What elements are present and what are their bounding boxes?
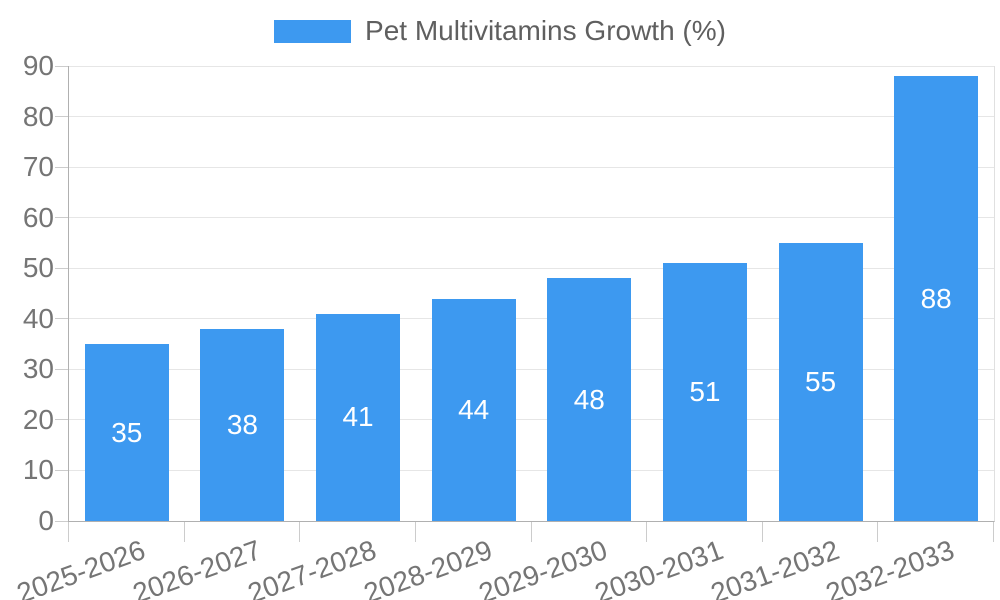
legend-label: Pet Multivitamins Growth (%): [365, 15, 726, 46]
x-axis-label-2031-2032: 2031-2032: [706, 534, 843, 600]
gridline-40: [69, 318, 994, 320]
y-axis-tick: [55, 469, 68, 471]
y-axis-label-60: 60: [22, 201, 54, 233]
y-axis-tick: [55, 65, 68, 67]
x-axis-label-2027-2028: 2027-2028: [243, 534, 381, 600]
y-axis-tick: [55, 267, 68, 269]
bar-2029-2030[interactable]: 48: [547, 278, 632, 521]
gridline-20: [69, 419, 994, 421]
gridline-80: [69, 116, 994, 118]
x-axis-tick: [414, 522, 416, 542]
bar-value-label: 44: [458, 393, 490, 425]
x-axis-label-2030-2031: 2030-2031: [590, 534, 728, 600]
gridline-50: [69, 267, 994, 269]
y-axis-tick: [55, 368, 68, 370]
x-axis-tick: [646, 522, 648, 542]
bar-2027-2028[interactable]: 41: [316, 313, 401, 521]
bar-value-label: 48: [573, 383, 605, 415]
x-axis-label-2028-2029: 2028-2029: [359, 534, 496, 600]
bar-2026-2027[interactable]: 38: [200, 328, 285, 521]
bar-2028-2029[interactable]: 44: [431, 298, 516, 521]
y-axis-tick: [55, 217, 68, 219]
y-axis-tick: [55, 166, 68, 168]
legend[interactable]: Pet Multivitamins Growth (%): [0, 16, 1000, 46]
y-axis-label-50: 50: [22, 252, 54, 284]
x-axis-tick: [183, 522, 185, 542]
gridline-70: [69, 166, 994, 168]
y-axis-label-40: 40: [22, 302, 54, 334]
y-axis-tick: [55, 520, 68, 522]
x-axis-tick: [993, 522, 994, 542]
x-axis-tick: [530, 522, 532, 542]
gridline-90: [69, 65, 994, 67]
x-axis-label-2025-2026: 2025-2026: [12, 534, 150, 600]
y-axis-label-10: 10: [22, 454, 54, 486]
bar-2030-2031[interactable]: 51: [662, 263, 747, 521]
bar-2025-2026[interactable]: 35: [84, 344, 169, 521]
bar-value-label: 35: [111, 416, 143, 448]
x-axis-tick: [877, 522, 879, 542]
bar-value-label: 38: [226, 408, 259, 440]
y-axis-label-30: 30: [22, 353, 54, 385]
x-axis-label-2032-2033: 2032-2033: [822, 534, 959, 600]
y-axis-label-90: 90: [22, 50, 54, 81]
bar-2031-2032[interactable]: 55: [778, 242, 863, 521]
bar-value-label: 55: [804, 365, 837, 397]
y-axis-label-80: 80: [22, 100, 54, 132]
bar-2032-2033[interactable]: 88: [894, 76, 979, 521]
y-axis-label-70: 70: [22, 151, 54, 183]
x-axis-label-2026-2027: 2026-2027: [128, 534, 265, 600]
bar-value-label: 88: [920, 282, 952, 314]
gridline-30: [69, 368, 994, 370]
gridline-10: [69, 469, 994, 471]
legend-swatch: [274, 19, 352, 43]
y-axis-tick: [55, 419, 68, 421]
x-axis-label-2029-2030: 2029-2030: [475, 534, 612, 600]
y-axis-tick: [55, 116, 68, 118]
bar-value-label: 51: [689, 376, 721, 408]
x-axis-tick: [761, 522, 763, 542]
y-axis-label-0: 0: [38, 505, 54, 536]
x-axis-tick: [68, 522, 69, 542]
x-axis-tick: [299, 522, 301, 542]
gridline-60: [69, 217, 994, 219]
y-axis-tick: [55, 318, 68, 320]
bar-value-label: 41: [342, 401, 374, 433]
plot-area: 35 38 41 44 48 51 55 88: [68, 65, 995, 522]
y-axis-label-20: 20: [22, 403, 54, 435]
